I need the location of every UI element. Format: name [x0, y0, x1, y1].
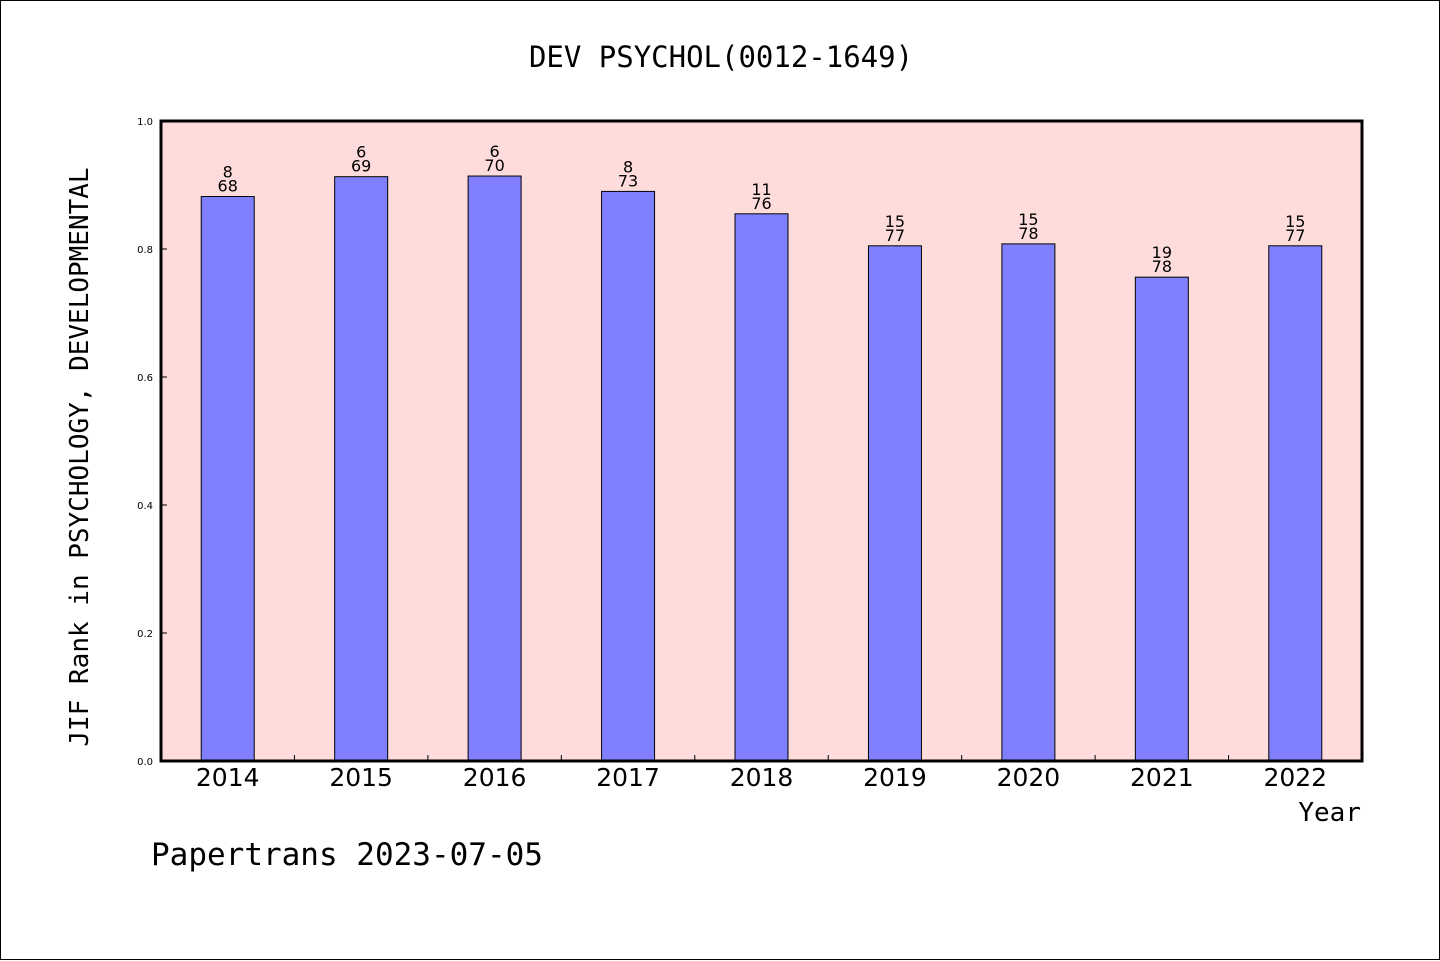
bars-group — [200, 175, 1323, 762]
y-tick-label: 0.8 — [137, 245, 153, 256]
bar-total-label: 77 — [1285, 226, 1305, 245]
y-axis-label: JIF Rank in PSYCHOLOGY, DEVELOPMENTAL — [65, 167, 95, 746]
x-tick-label: 2020 — [997, 763, 1061, 792]
bar-2018 — [734, 213, 789, 762]
x-tick-label: 2018 — [730, 763, 794, 792]
bar-rank-label: 6 — [356, 143, 366, 162]
bar-total-label: 70 — [484, 156, 504, 175]
bar-rank-label: 19 — [1152, 243, 1172, 262]
y-tick-label: 0.4 — [137, 501, 153, 512]
bar-rank-label: 11 — [751, 180, 771, 199]
bar-rank-label: 15 — [885, 212, 905, 231]
bar-2022 — [1268, 245, 1323, 762]
footer-credit: Papertrans 2023-07-05 — [151, 837, 543, 873]
x-tick-label: 2015 — [329, 763, 393, 792]
bar-total-label: 68 — [218, 177, 238, 196]
bar-2020 — [1001, 243, 1056, 762]
bar-rank-label: 15 — [1285, 212, 1305, 231]
bar-2017 — [601, 190, 656, 762]
bar-total-label: 78 — [1152, 257, 1172, 276]
bar-rank-label: 15 — [1018, 210, 1038, 229]
bar-rank-label: 8 — [623, 157, 633, 176]
bar-rank-label: 8 — [223, 163, 233, 182]
bar-2015 — [334, 176, 389, 762]
x-tick-label: 2021 — [1130, 763, 1194, 792]
x-tick-label: 2017 — [596, 763, 660, 792]
bar-total-label: 78 — [1018, 224, 1038, 243]
plot-border — [159, 119, 1364, 763]
y-tick-label: 0.6 — [137, 373, 153, 384]
bar-total-label: 73 — [618, 171, 638, 190]
chart-title: DEV PSYCHOL(0012-1649) — [529, 40, 913, 74]
x-tick-label: 2014 — [196, 763, 260, 792]
bar-total-label: 77 — [885, 226, 905, 245]
x-axis-label: Year — [1298, 798, 1361, 828]
bar-2016 — [467, 175, 522, 762]
x-tick-label: 2019 — [863, 763, 927, 792]
x-axis: 2014 2015 2016 2017 2018 2019 2020 2021 2022 — [196, 755, 1327, 792]
bar-total-label: 69 — [351, 157, 371, 176]
bar-2014 — [200, 196, 255, 762]
x-tick-label: 2016 — [463, 763, 527, 792]
bar-2021 — [1134, 276, 1189, 762]
bar-2019 — [867, 245, 922, 762]
bar-total-label: 76 — [751, 194, 771, 213]
y-tick-label: 0.0 — [137, 757, 153, 768]
y-tick-label: 1.0 — [137, 117, 153, 128]
x-tick-label: 2022 — [1263, 763, 1327, 792]
y-tick-label: 0.2 — [137, 629, 153, 640]
bar-rank-label: 6 — [490, 142, 500, 161]
